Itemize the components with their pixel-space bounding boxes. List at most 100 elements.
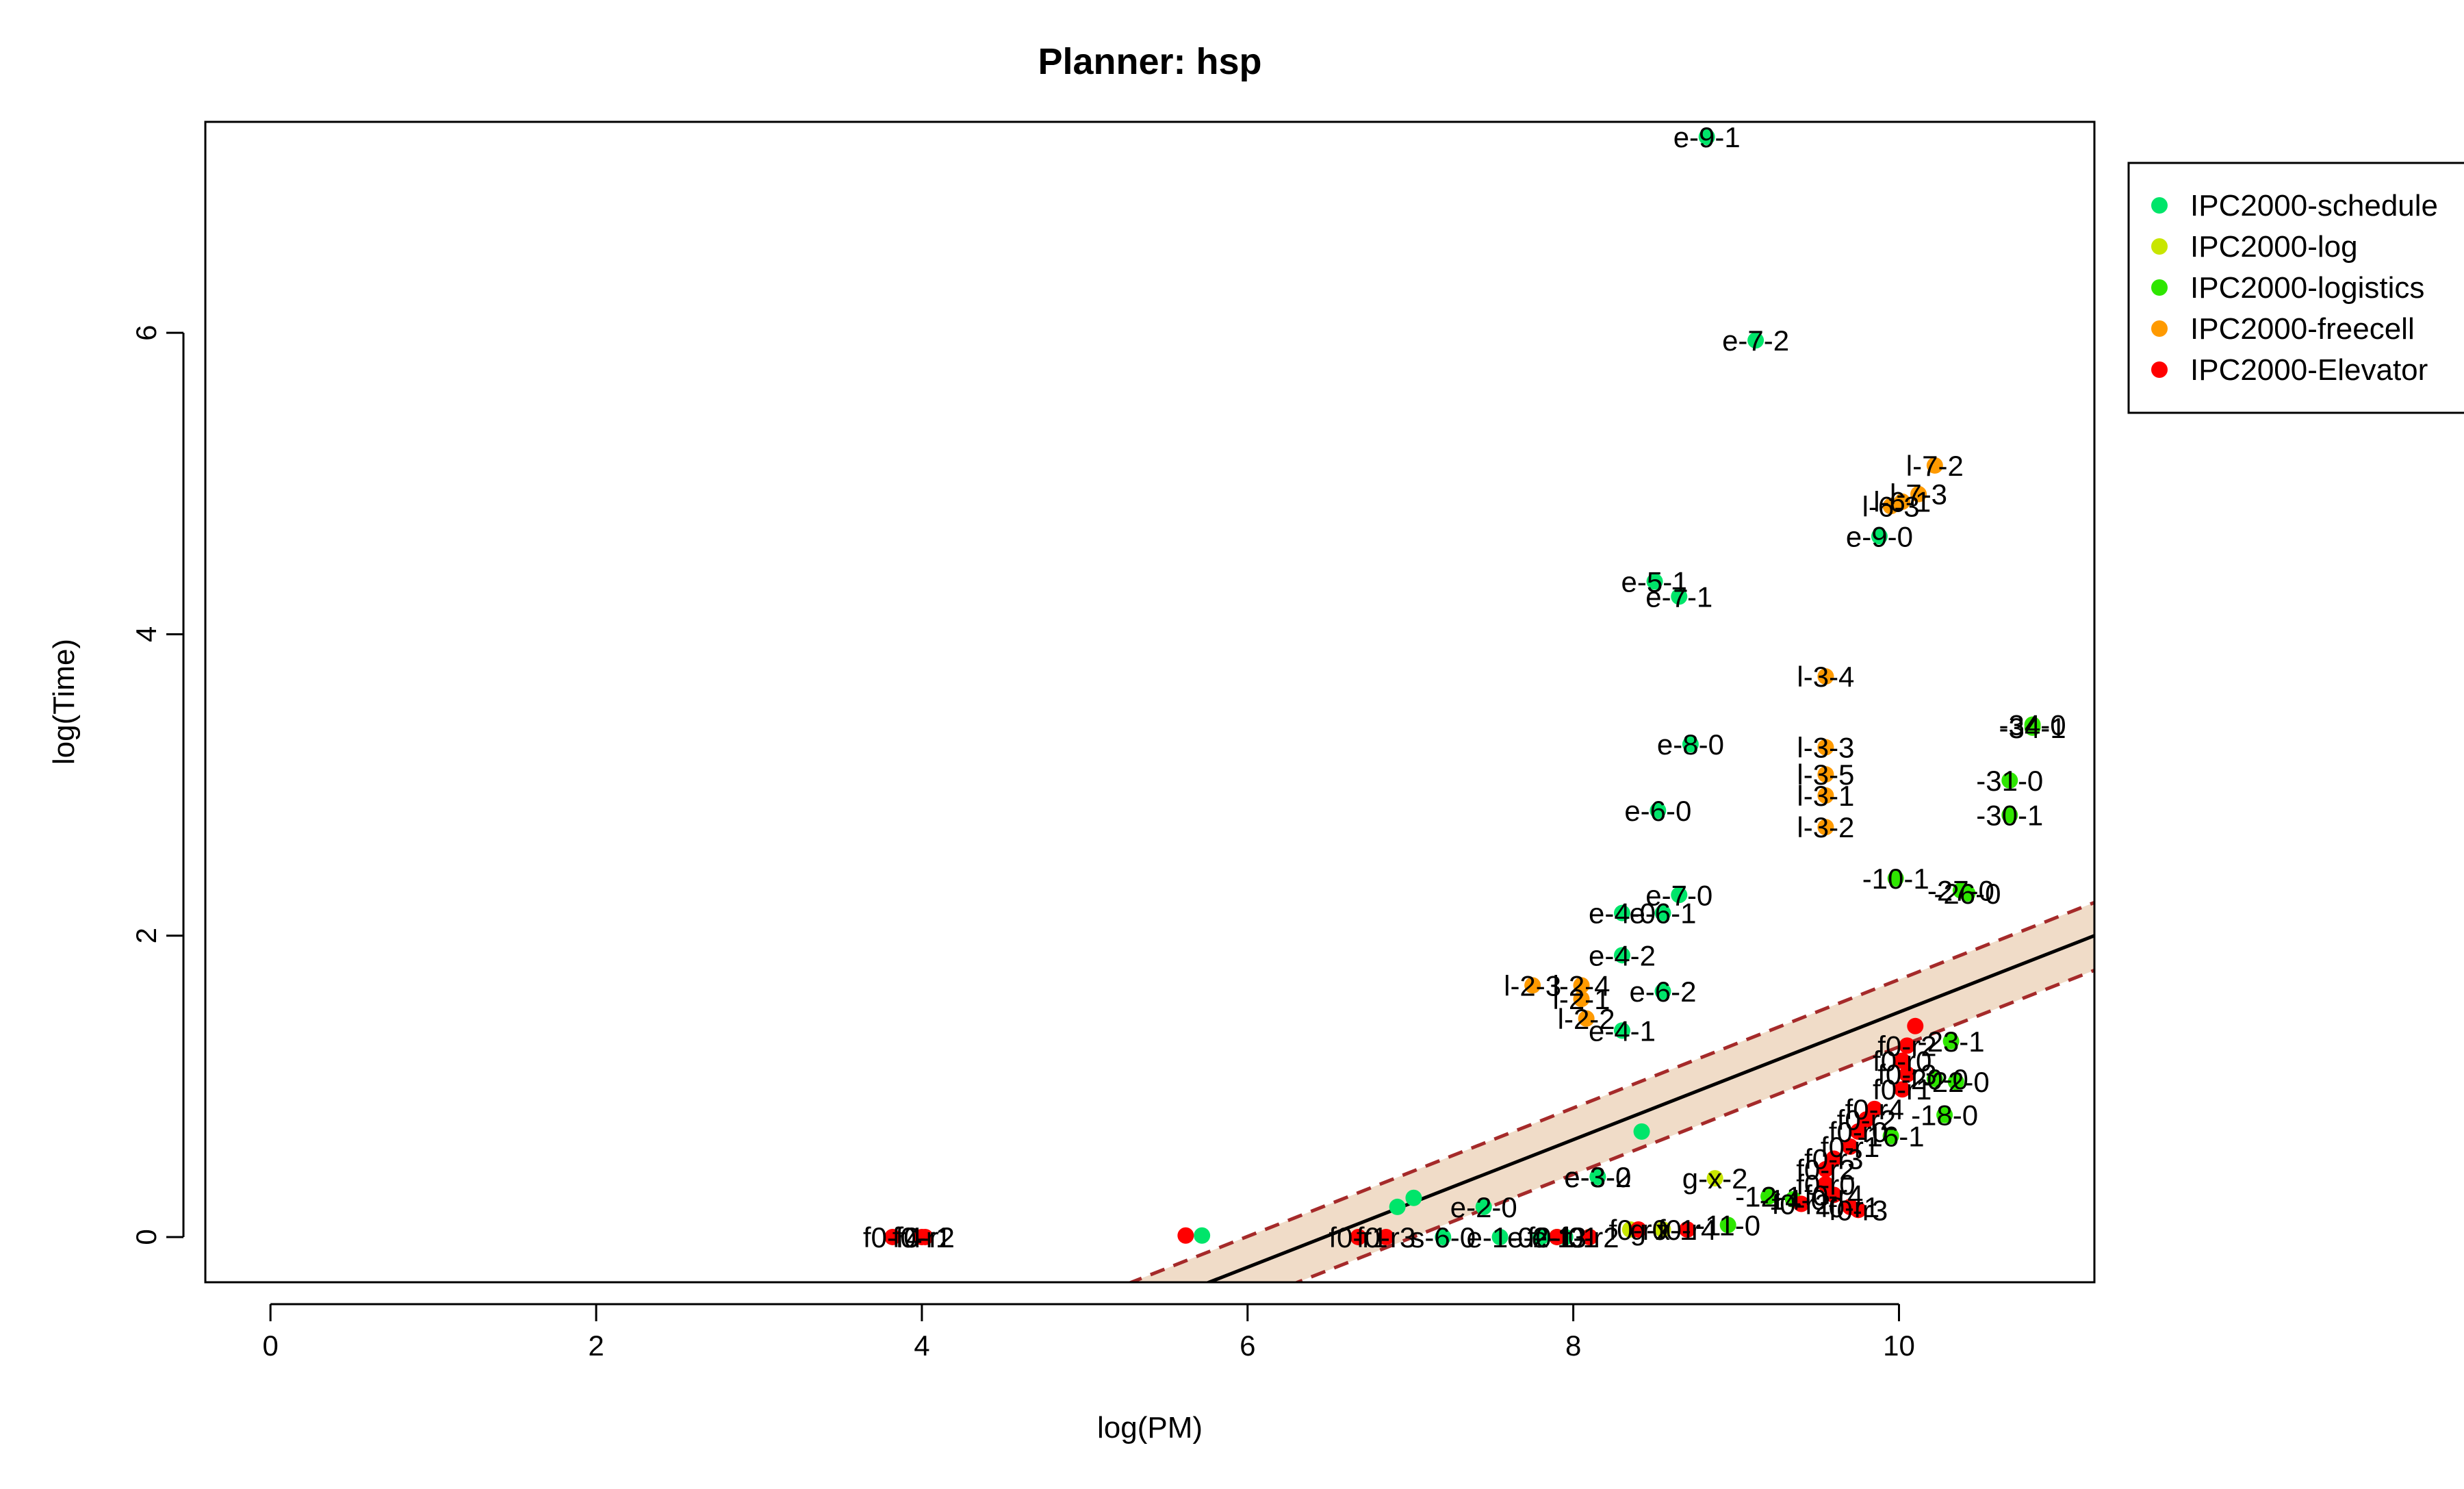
point-label: f0-r0 — [1609, 1214, 1668, 1246]
point-label: f0-r4 — [1658, 1214, 1717, 1246]
data-point — [1581, 1228, 1598, 1245]
x-tick-label: 8 — [1565, 1329, 1581, 1362]
point-label: l-3-2 — [1797, 811, 1854, 843]
point-label: l-2-1 — [1553, 983, 1610, 1015]
point-label: e-6-1 — [1629, 898, 1696, 930]
point-label: -30-1 — [1976, 800, 2043, 832]
data-point — [916, 1228, 934, 1245]
legend-entry: IPC2000-schedule — [2190, 189, 2438, 222]
data-point — [1614, 1022, 1630, 1039]
data-point — [1389, 1198, 1406, 1215]
point-label: -14-0 — [1760, 1184, 1827, 1216]
point-label: l-3-5 — [1797, 759, 1854, 791]
data-point — [1682, 736, 1699, 753]
point-label: f0-r1 — [1873, 1073, 1932, 1106]
data-point — [1679, 1221, 1696, 1238]
point-label: f0-r2 — [1877, 1030, 1936, 1062]
data-point — [1899, 1037, 1916, 1054]
confidence-band-layer — [1127, 900, 2094, 1282]
legend-swatch — [2151, 238, 2168, 255]
data-point — [1947, 1073, 1964, 1091]
point-label: e-7-1 — [1645, 581, 1712, 613]
point-label: -23-1 — [1918, 1026, 1985, 1058]
point-label: e-3-2 — [1564, 1161, 1631, 1193]
legend-swatch — [2151, 197, 2168, 214]
data-point — [1405, 1189, 1422, 1206]
chart-title: Planner: hsp — [1038, 41, 1261, 82]
point-label: -22-0 — [1923, 1066, 1990, 1098]
point-label: -26-0 — [1934, 878, 2001, 910]
fit-line-layer — [1204, 934, 2094, 1282]
data-point — [1910, 485, 1927, 502]
point-label: e-6-0 — [1624, 795, 1691, 827]
data-point — [1817, 1160, 1834, 1178]
data-point — [1817, 668, 1834, 685]
point-label: s-6-0 — [1410, 1221, 1476, 1253]
point-label: e-2-1 — [1507, 1221, 1574, 1253]
data-point — [1959, 885, 1976, 902]
data-point — [1633, 1123, 1650, 1140]
data-point — [1825, 1186, 1843, 1204]
data-point — [1850, 1201, 1866, 1219]
point-label: f0-r3 — [1804, 1143, 1863, 1175]
data-point — [1350, 1228, 1367, 1245]
data-point — [1177, 1227, 1194, 1244]
legend: IPC2000-schedule IPC2000-log IPC2000-logis… — [2127, 162, 2464, 414]
point-label: l-2-4 — [1553, 969, 1610, 1002]
data-point — [1871, 528, 1888, 545]
legend-entry: IPC2000-logistics — [2190, 271, 2424, 305]
point-label: e-9-0 — [1846, 520, 1913, 552]
point-label: l-3-3 — [1797, 732, 1854, 764]
point-label: e-5-1 — [1621, 565, 1689, 598]
data-point — [2001, 772, 2018, 789]
point-label: -20-0 — [1901, 1063, 1968, 1095]
confidence-band-lower — [1293, 969, 2094, 1282]
point-label: f0-r2 — [1837, 1104, 1896, 1136]
data-point — [1650, 802, 1667, 819]
data-point — [1817, 739, 1834, 756]
data-point — [1654, 1221, 1671, 1238]
x-tick-label: 2 — [588, 1329, 604, 1362]
data-point — [1491, 1228, 1509, 1245]
legend-swatch — [2151, 279, 2168, 296]
point-label: -31-0 — [1976, 765, 2043, 797]
legend-entry: IPC2000-log — [2190, 230, 2358, 264]
point-label: -11-0 — [1695, 1209, 1760, 1241]
point-label: g-x-2 — [1682, 1162, 1748, 1195]
point-label: -34-1 — [1999, 712, 2066, 744]
point-label: f0-r2 — [895, 1221, 954, 1253]
data-point — [1698, 129, 1715, 146]
data-point — [1646, 573, 1663, 590]
point-label: f0-r2 — [1772, 1188, 1831, 1221]
point-label: f0-r3 — [1829, 1194, 1888, 1226]
legend-entry: IPC2000-freecell — [2190, 312, 2415, 346]
point-label: f0-r1 — [893, 1221, 951, 1253]
data-point — [1842, 1138, 1859, 1155]
point-label: l-7-2 — [1906, 450, 1964, 482]
point-label: f0-r4 — [1845, 1093, 1904, 1125]
data-point — [1589, 1168, 1606, 1185]
point-label: e-8-0 — [1657, 728, 1724, 761]
fit-line — [1204, 934, 2094, 1282]
point-label: e-7-0 — [1645, 879, 1712, 911]
point-label: f0-r2 — [1796, 1154, 1855, 1186]
point-label: e-2-0 — [1450, 1191, 1517, 1223]
point-label: l-3-1 — [1797, 780, 1854, 812]
x-tick-label: 6 — [1240, 1329, 1255, 1362]
data-point — [1532, 1228, 1550, 1245]
point-label: l-2-2 — [1558, 1003, 1615, 1035]
point-label: e-4-1 — [1589, 1015, 1656, 1047]
point-label: -34-0 — [1999, 709, 2066, 741]
data-point — [1654, 983, 1671, 1000]
legend-box — [2127, 162, 2464, 414]
data-point — [1578, 1010, 1595, 1027]
point-label: e-1-1 — [1532, 1221, 1599, 1253]
data-point — [1747, 332, 1764, 349]
data-point — [1194, 1227, 1211, 1244]
point-label: -12-1 — [1735, 1181, 1802, 1213]
point-label: l-3-4 — [1797, 661, 1854, 693]
data-point — [1614, 947, 1630, 964]
point-label: f0-r0 — [1829, 1116, 1888, 1148]
point-label: -27-0 — [1927, 875, 1994, 907]
